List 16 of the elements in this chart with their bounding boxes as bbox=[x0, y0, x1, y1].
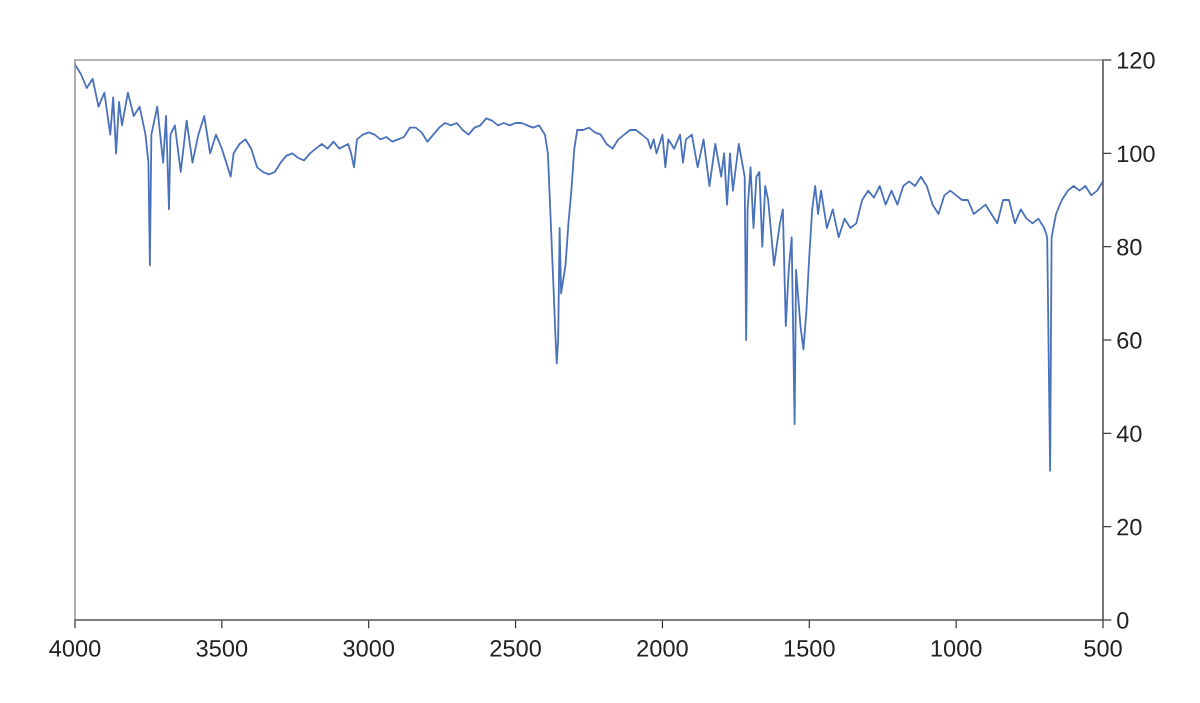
x-tick-label: 2000 bbox=[637, 640, 688, 657]
x-tick-label: 500 bbox=[1084, 640, 1122, 657]
y2-tick-label: 0 bbox=[1117, 612, 1129, 629]
y2-tick-label: 80 bbox=[1117, 238, 1142, 256]
y2-tick-label: 40 bbox=[1116, 425, 1142, 443]
y2-tick-label: 60 bbox=[1117, 332, 1142, 349]
y2-tick-label: 100 bbox=[1117, 145, 1155, 163]
x-tick-label: 2500 bbox=[490, 640, 541, 657]
x-tick-label: 3000 bbox=[343, 640, 395, 657]
x-tick-label: 1500 bbox=[784, 640, 835, 657]
y2-tick-label: 20 bbox=[1117, 518, 1142, 536]
y2-tick-label: 120 bbox=[1117, 52, 1155, 69]
x-tick-label: 1000 bbox=[931, 640, 982, 657]
x-tick-label: 3500 bbox=[196, 640, 248, 657]
line-series bbox=[75, 63, 1103, 472]
x-tick-label: 4000 bbox=[49, 640, 101, 657]
